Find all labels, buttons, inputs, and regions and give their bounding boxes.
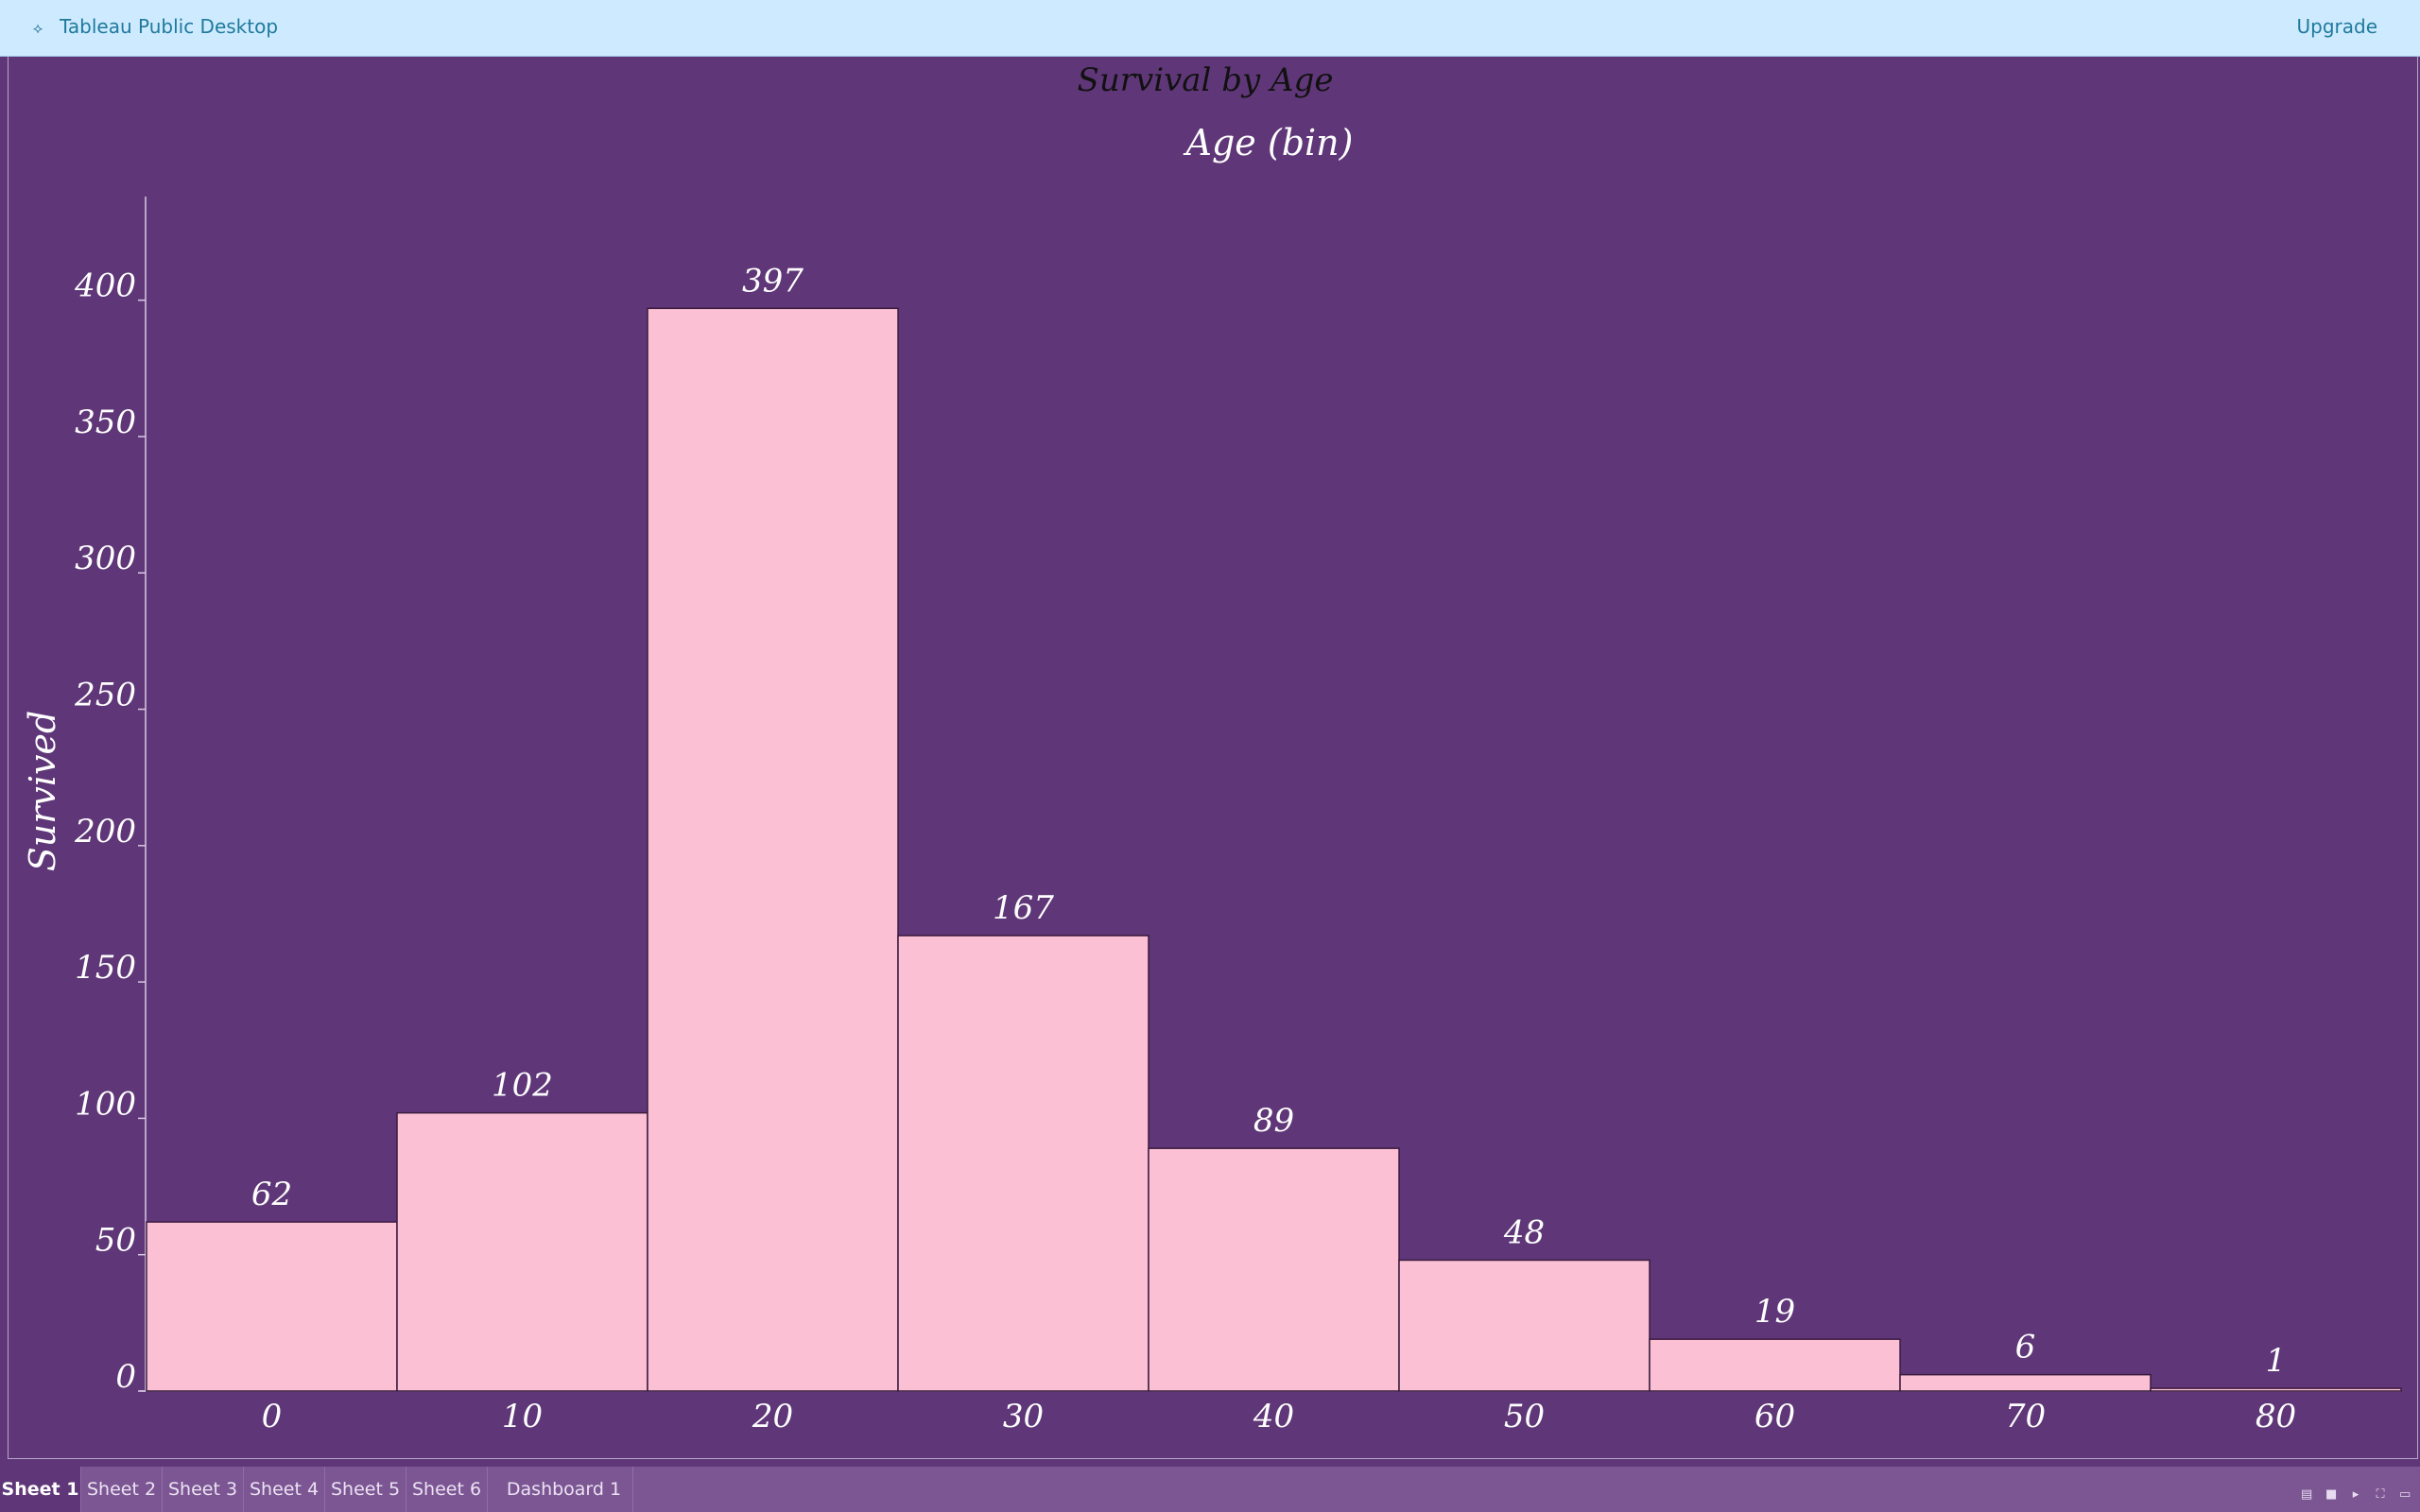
bar-data-label: 19 (1754, 1293, 1795, 1331)
bars (146, 307, 2402, 1392)
x-tick-label: 10 (502, 1398, 543, 1435)
bar-age-70[interactable] (1899, 1373, 2152, 1392)
y-tick-label: 200 (74, 813, 136, 850)
bar-data-label: 62 (251, 1176, 292, 1213)
tab-sheet-3[interactable]: Sheet 3 (163, 1467, 244, 1512)
y-axis-title: Survived (22, 711, 63, 872)
bar-age-40[interactable] (1148, 1147, 1400, 1392)
bar-age-20[interactable] (647, 307, 899, 1392)
fullscreen-icon[interactable]: ⛶ (2376, 1487, 2385, 1502)
bar-data-label: 397 (742, 262, 804, 300)
bar-age-60[interactable] (1649, 1338, 1901, 1392)
x-tick-label: 40 (1253, 1398, 1294, 1435)
x-tick-label: 20 (752, 1398, 793, 1435)
chart-title: Survival by Age (1078, 61, 1334, 99)
x-tick-label: 70 (2005, 1398, 2046, 1435)
bar-data-label: 89 (1253, 1102, 1294, 1140)
status-bar-icons: ▤ ■ ▸ ⛶ ▭ (2301, 1487, 2411, 1502)
x-tick-label: 60 (1754, 1398, 1795, 1435)
grid-view-icon[interactable]: ▤ (2301, 1487, 2313, 1502)
bar-data-label: 1 (2266, 1342, 2287, 1380)
bar-data-label: 167 (993, 889, 1054, 927)
tab-sheet-5[interactable]: Sheet 5 (325, 1467, 406, 1512)
y-tick-label: 400 (74, 267, 136, 305)
tab-dashboard-1[interactable]: Dashboard 1 (495, 1467, 633, 1512)
worksheet-view[interactable]: Survival by Age Age (bin) Survived 0 50 10… (0, 57, 2420, 1467)
bar-age-10[interactable] (396, 1111, 648, 1392)
sheet-tab-bar: Sheet 1 Sheet 2 Sheet 3 Sheet 4 Sheet 5 … (0, 1467, 2420, 1512)
present-icon[interactable]: ▭ (2399, 1487, 2411, 1502)
y-tick-label: 250 (74, 677, 136, 714)
y-tick-label: 300 (75, 540, 136, 577)
y-tick-label: 100 (75, 1085, 136, 1123)
title-bar: ⟡ Tableau Public Desktop Upgrade (0, 0, 2420, 57)
y-axis-ticks: 0 50 100 150 200 250 300 350 400 (74, 267, 146, 1396)
bar-age-50[interactable] (1398, 1259, 1651, 1392)
survival-bar-chart[interactable]: Survival by Age Age (bin) Survived 05010… (0, 57, 2420, 1467)
tableau-logo-icon: ⟡ (32, 19, 43, 37)
tab-sheet-4[interactable]: Sheet 4 (244, 1467, 325, 1512)
bar-age-30[interactable] (897, 935, 1150, 1392)
bar-data-label: 48 (1503, 1213, 1545, 1251)
y-tick-label: 150 (75, 949, 136, 987)
x-tick-label: 0 (262, 1398, 283, 1435)
y-tick-label: 50 (95, 1222, 136, 1260)
bar-data-label: 6 (2015, 1329, 2036, 1366)
upgrade-button[interactable]: Upgrade (2296, 15, 2377, 38)
y-tick-label: 350 (75, 404, 136, 441)
app-title: Tableau Public Desktop (60, 15, 279, 38)
x-axis-tick-labels: 0 10 20 30 40 50 60 70 80 (262, 1398, 2296, 1435)
x-tick-label: 50 (1504, 1398, 1545, 1435)
tab-sheet-2[interactable]: Sheet 2 (81, 1467, 163, 1512)
x-tick-label: 80 (2256, 1398, 2296, 1435)
bar-data-labels: 62 102 397 167 89 48 19 6 1 (251, 262, 2286, 1380)
bar-data-label: 102 (492, 1067, 553, 1105)
x-axis-title: Age (bin) (1184, 122, 1354, 163)
play-icon[interactable]: ▸ (2352, 1487, 2360, 1502)
single-view-icon[interactable]: ■ (2325, 1487, 2338, 1502)
bar-age-80[interactable] (2150, 1387, 2402, 1392)
y-tick-label: 0 (115, 1358, 136, 1396)
tab-sheet-1[interactable]: Sheet 1 (0, 1467, 81, 1512)
x-tick-label: 30 (1003, 1398, 1044, 1435)
bar-age-0[interactable] (146, 1221, 398, 1392)
viz-frame (8, 57, 2418, 1459)
tab-sheet-6[interactable]: Sheet 6 (406, 1467, 488, 1512)
